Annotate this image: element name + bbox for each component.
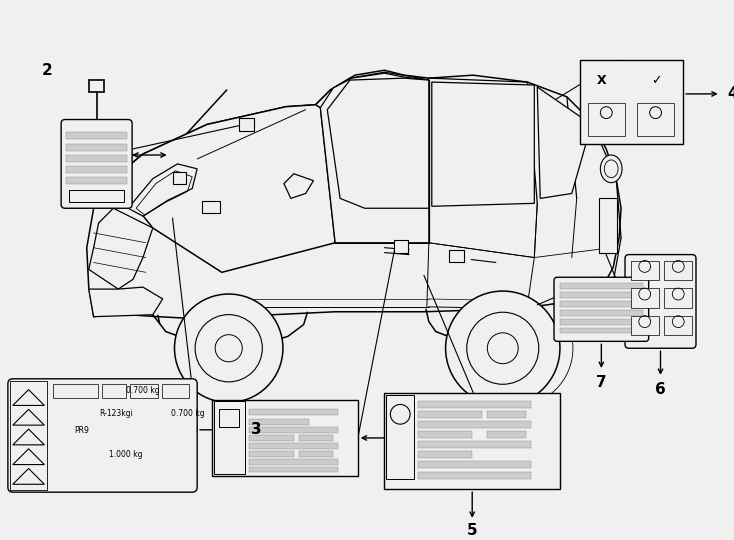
Text: 4: 4 <box>727 86 734 102</box>
Bar <box>560 328 643 334</box>
Bar <box>214 401 245 475</box>
Bar <box>587 103 625 136</box>
Bar <box>560 301 643 307</box>
Text: X: X <box>597 74 606 87</box>
Bar <box>418 401 531 408</box>
Bar <box>54 384 98 397</box>
Bar <box>66 166 127 173</box>
Bar <box>418 431 472 438</box>
Polygon shape <box>113 105 335 272</box>
FancyBboxPatch shape <box>554 277 649 341</box>
Polygon shape <box>128 164 197 216</box>
Text: 0.700 kg: 0.700 kg <box>126 386 160 395</box>
Bar <box>394 240 408 253</box>
Bar <box>66 144 127 151</box>
Bar <box>385 393 560 489</box>
Ellipse shape <box>600 155 622 183</box>
Circle shape <box>446 291 560 406</box>
Bar <box>664 260 692 280</box>
Polygon shape <box>284 174 313 198</box>
Bar <box>418 451 472 458</box>
Bar <box>580 60 683 144</box>
Text: PR9: PR9 <box>74 426 90 435</box>
Bar <box>664 288 692 308</box>
Text: 0.700 kg: 0.700 kg <box>170 409 204 418</box>
Text: 2: 2 <box>42 63 53 78</box>
Bar <box>631 288 658 308</box>
Bar <box>637 103 675 136</box>
Polygon shape <box>89 208 153 289</box>
Bar <box>418 441 531 448</box>
Bar <box>250 458 338 464</box>
Text: ✓: ✓ <box>651 74 662 87</box>
Bar <box>66 177 127 184</box>
Bar <box>69 190 124 202</box>
Bar <box>250 419 308 425</box>
Bar <box>250 409 338 415</box>
Bar <box>418 411 482 418</box>
FancyBboxPatch shape <box>625 254 696 348</box>
Bar <box>250 467 338 472</box>
Text: 6: 6 <box>655 382 666 397</box>
Text: 7: 7 <box>596 375 607 390</box>
Bar <box>631 260 658 280</box>
Bar <box>219 409 239 427</box>
Bar <box>66 155 127 162</box>
Bar <box>560 319 643 325</box>
Bar <box>250 451 294 457</box>
Bar <box>560 310 643 316</box>
Bar <box>130 384 158 397</box>
Polygon shape <box>321 73 429 243</box>
FancyBboxPatch shape <box>61 119 132 208</box>
Bar <box>101 384 126 397</box>
Circle shape <box>175 294 283 402</box>
Bar <box>66 132 127 139</box>
Bar <box>448 249 465 262</box>
Bar <box>239 118 255 131</box>
Polygon shape <box>537 87 592 198</box>
Bar <box>418 461 531 468</box>
Polygon shape <box>327 78 429 208</box>
Bar <box>386 395 414 480</box>
Bar <box>161 384 189 397</box>
Bar <box>250 427 338 433</box>
Bar <box>299 435 333 441</box>
Bar <box>600 198 617 253</box>
Bar <box>250 443 338 449</box>
Text: 1.000 kg: 1.000 kg <box>109 450 143 459</box>
Text: 1: 1 <box>417 430 427 445</box>
Bar <box>418 472 531 480</box>
Bar <box>560 292 643 298</box>
Text: 5: 5 <box>467 523 478 538</box>
Bar <box>487 431 526 438</box>
Polygon shape <box>432 82 534 206</box>
Bar <box>664 316 692 335</box>
FancyBboxPatch shape <box>8 379 197 492</box>
Bar <box>560 283 643 289</box>
Bar <box>418 421 531 428</box>
Bar <box>631 316 658 335</box>
Polygon shape <box>87 70 621 319</box>
Bar <box>212 400 358 476</box>
Bar <box>487 411 526 418</box>
Ellipse shape <box>604 160 618 178</box>
Bar <box>10 381 47 490</box>
Polygon shape <box>89 287 163 316</box>
Text: R-123kgi: R-123kgi <box>99 409 134 418</box>
Bar <box>250 435 294 441</box>
Bar <box>172 172 186 184</box>
Bar <box>299 451 333 457</box>
Bar <box>202 201 220 213</box>
Text: 3: 3 <box>251 422 261 437</box>
